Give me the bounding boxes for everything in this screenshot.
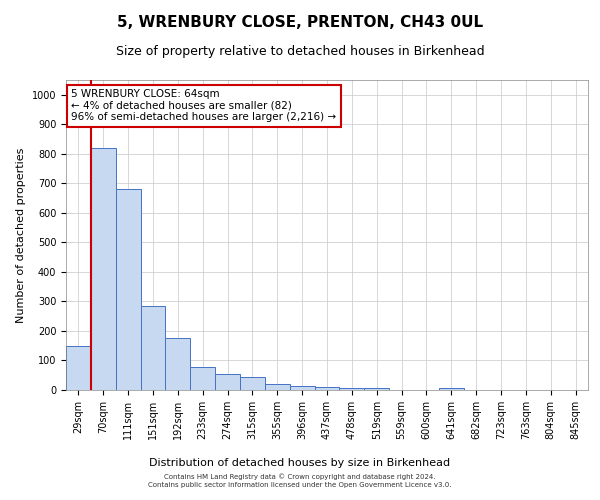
Bar xyxy=(290,386,314,390)
Bar xyxy=(265,384,290,390)
Bar xyxy=(240,376,265,390)
Bar xyxy=(166,338,190,390)
Bar xyxy=(314,387,340,390)
Bar xyxy=(439,388,464,390)
Bar xyxy=(66,346,91,390)
Text: 5, WRENBURY CLOSE, PRENTON, CH43 0UL: 5, WRENBURY CLOSE, PRENTON, CH43 0UL xyxy=(117,15,483,30)
Text: Size of property relative to detached houses in Birkenhead: Size of property relative to detached ho… xyxy=(116,45,484,58)
Bar xyxy=(140,306,166,390)
Bar xyxy=(190,367,215,390)
Text: 5 WRENBURY CLOSE: 64sqm
← 4% of detached houses are smaller (82)
96% of semi-det: 5 WRENBURY CLOSE: 64sqm ← 4% of detached… xyxy=(71,90,337,122)
Bar xyxy=(116,189,140,390)
Text: Distribution of detached houses by size in Birkenhead: Distribution of detached houses by size … xyxy=(149,458,451,468)
Y-axis label: Number of detached properties: Number of detached properties xyxy=(16,148,26,322)
Bar xyxy=(340,388,364,390)
Bar xyxy=(215,374,240,390)
Bar xyxy=(91,148,116,390)
Bar xyxy=(364,388,389,390)
Text: Contains HM Land Registry data © Crown copyright and database right 2024.
Contai: Contains HM Land Registry data © Crown c… xyxy=(148,474,452,488)
